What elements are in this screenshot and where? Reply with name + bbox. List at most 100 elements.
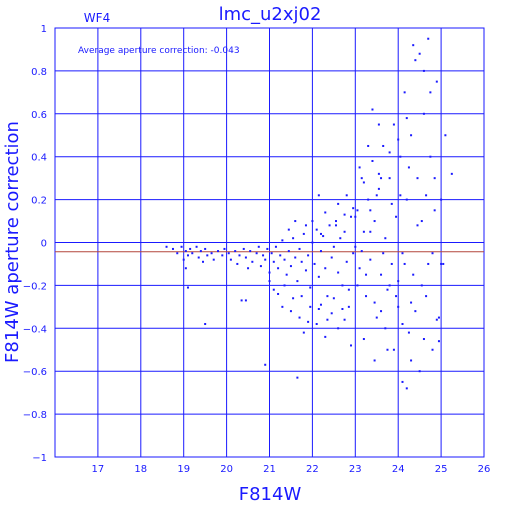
data-point: [317, 194, 320, 197]
data-point: [429, 155, 432, 158]
data-point: [264, 258, 267, 261]
data-point: [343, 318, 346, 321]
data-point: [401, 323, 404, 326]
data-point: [392, 123, 395, 126]
data-point: [304, 224, 307, 227]
data-point: [270, 252, 273, 255]
data-point: [324, 211, 327, 214]
data-point: [392, 348, 395, 351]
data-point: [422, 338, 425, 341]
data-point: [229, 258, 232, 261]
data-point: [380, 273, 383, 276]
data-point: [401, 252, 404, 255]
data-point: [171, 247, 174, 250]
data-point: [184, 267, 187, 270]
data-point: [300, 260, 303, 263]
x-tick-label: 25: [435, 464, 448, 475]
chart-subtitle: WF4: [84, 11, 110, 25]
y-tick-label: −0.2: [23, 281, 47, 292]
data-point: [319, 232, 322, 235]
data-point: [332, 297, 335, 300]
data-point: [365, 295, 368, 298]
data-point: [377, 172, 380, 175]
x-tick-label: 17: [92, 464, 105, 475]
data-point: [313, 262, 316, 265]
data-point: [414, 59, 417, 62]
data-point: [435, 318, 438, 321]
data-point: [328, 224, 331, 227]
data-point: [199, 250, 202, 253]
data-point: [274, 245, 277, 248]
data-point: [412, 273, 415, 276]
data-point: [289, 265, 292, 268]
data-point: [356, 209, 359, 212]
data-point: [367, 144, 370, 147]
data-point: [332, 245, 335, 248]
data-point: [431, 348, 434, 351]
data-point: [309, 305, 312, 308]
data-point: [418, 52, 421, 55]
data-point: [184, 250, 187, 253]
data-point: [352, 252, 355, 255]
data-point: [186, 254, 189, 257]
data-point: [302, 331, 305, 334]
data-point: [399, 155, 402, 158]
data-point: [420, 284, 423, 287]
data-point: [240, 299, 243, 302]
data-point: [204, 323, 207, 326]
data-point: [386, 288, 389, 291]
data-point: [330, 256, 333, 259]
data-point: [354, 215, 357, 218]
data-point: [315, 228, 318, 231]
data-point: [285, 273, 288, 276]
annotation-text: Average aperture correction: -0.043: [78, 46, 240, 56]
data-point: [399, 194, 402, 197]
data-point: [247, 267, 250, 270]
data-point: [324, 267, 327, 270]
data-point: [268, 280, 271, 283]
data-point: [281, 305, 284, 308]
data-point: [362, 181, 365, 184]
data-point: [334, 224, 337, 227]
data-point: [367, 198, 370, 201]
data-point: [296, 280, 299, 283]
data-point: [401, 380, 404, 383]
data-point: [283, 284, 286, 287]
data-point: [388, 177, 391, 180]
data-point: [244, 256, 247, 259]
data-point: [420, 220, 423, 223]
data-point: [410, 134, 413, 137]
data-point: [283, 258, 286, 261]
data-point: [369, 230, 372, 233]
data-point: [410, 301, 413, 304]
data-points: [165, 37, 453, 390]
data-point: [403, 262, 406, 265]
data-point: [182, 258, 185, 261]
data-point: [427, 37, 430, 40]
data-point: [334, 220, 337, 223]
x-tick-label: 21: [263, 464, 276, 475]
data-point: [347, 288, 350, 291]
data-point: [384, 327, 387, 330]
y-tick-label: 0.4: [31, 153, 47, 164]
data-point: [390, 262, 393, 265]
data-point: [362, 230, 365, 233]
y-tick-labels: −1 −0.8 −0.6 −0.4 −0.2 0 0.2 0.4 0.6 0.8 1: [23, 24, 47, 464]
data-point: [176, 252, 179, 255]
data-point: [272, 288, 275, 291]
data-point: [337, 327, 340, 330]
data-point: [395, 215, 398, 218]
data-point: [287, 228, 290, 231]
data-point: [343, 230, 346, 233]
y-tick-label: −0.4: [23, 324, 47, 335]
data-point: [358, 267, 361, 270]
data-point: [292, 297, 295, 300]
data-point: [440, 262, 443, 265]
data-point: [433, 177, 436, 180]
data-point: [388, 284, 391, 287]
data-point: [414, 310, 417, 313]
data-point: [238, 254, 241, 257]
data-point: [343, 213, 346, 216]
data-point: [289, 310, 292, 313]
data-point: [373, 220, 376, 223]
